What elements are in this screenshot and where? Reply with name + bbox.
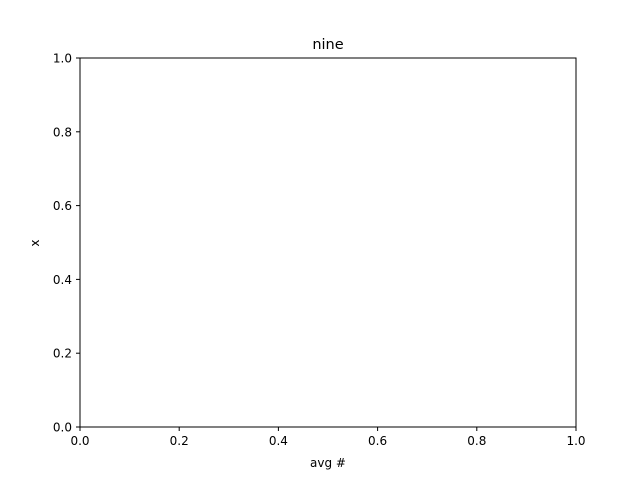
axes: 0.0 0.2 0.4 0.6 0.8 1.0 0.0 0.2 0.4 0.6 0.8 1.0: [53, 52, 586, 449]
y-tick-label: 0.4: [53, 273, 72, 287]
y-tick-label: 0.0: [53, 421, 72, 435]
y-tick-label: 0.8: [53, 125, 72, 139]
x-tick-label: 0.8: [467, 434, 486, 448]
y-tick-label: 0.6: [53, 199, 72, 213]
x-tick-label: 0.6: [368, 434, 387, 448]
x-tick-label: 1.0: [566, 434, 585, 448]
x-tick-label: 0.4: [269, 434, 288, 448]
x-tick-label: 0.0: [70, 434, 89, 448]
y-tick-label: 0.2: [53, 347, 72, 361]
chart-title: nine: [312, 37, 343, 53]
plot-frame: [79, 57, 577, 428]
x-axis-label: avg #: [310, 456, 346, 470]
y-tick-label: 1.0: [53, 52, 72, 66]
y-axis-label: x: [28, 239, 42, 246]
x-tick-label: 0.2: [170, 434, 189, 448]
